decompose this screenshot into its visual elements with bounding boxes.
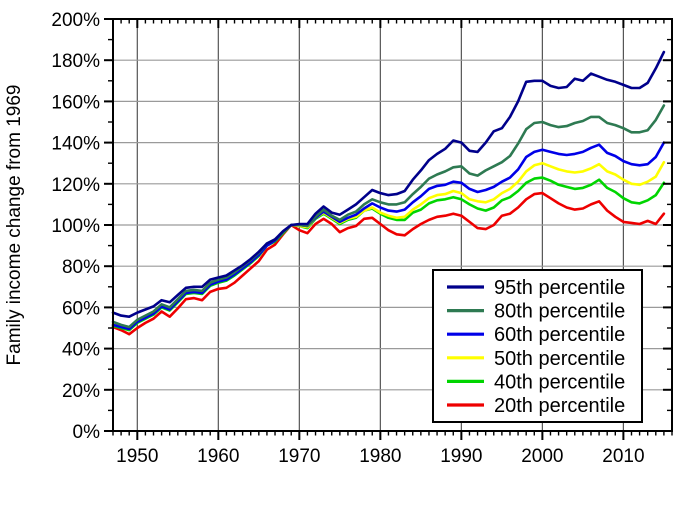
y-tick-label: 0% bbox=[73, 422, 101, 443]
y-axis-title: Family income change from 1969 bbox=[4, 85, 25, 366]
legend-label: 95th percentile bbox=[494, 277, 625, 299]
series-line-20th bbox=[111, 191, 666, 336]
series-line-60th bbox=[111, 141, 666, 331]
legend-label: 60th percentile bbox=[494, 324, 625, 346]
series-line-80th bbox=[111, 104, 666, 329]
x-tick-label: 1970 bbox=[278, 446, 320, 467]
series-line-95th bbox=[111, 50, 666, 319]
y-tick-label: 200% bbox=[51, 10, 100, 31]
legend-label: 50th percentile bbox=[494, 348, 625, 370]
x-tick-label: 1990 bbox=[440, 446, 482, 467]
x-tick-label: 1980 bbox=[359, 446, 401, 467]
y-tick-label: 80% bbox=[62, 257, 100, 278]
x-tick-label: 2000 bbox=[521, 446, 563, 467]
legend-box bbox=[432, 269, 643, 423]
x-tick-label: 2010 bbox=[602, 446, 644, 467]
y-tick-label: 120% bbox=[51, 175, 100, 196]
y-tick-label: 40% bbox=[62, 340, 100, 361]
y-tick-label: 140% bbox=[51, 134, 100, 155]
legend-label: 80th percentile bbox=[494, 301, 625, 323]
x-tick-label: 1960 bbox=[197, 446, 239, 467]
y-tick-label: 60% bbox=[62, 298, 100, 319]
x-tick-label: 1950 bbox=[116, 446, 158, 467]
y-tick-label: 180% bbox=[51, 51, 100, 72]
legend-label: 20th percentile bbox=[494, 395, 625, 417]
y-tick-label: 100% bbox=[51, 216, 100, 237]
y-tick-label: 20% bbox=[62, 381, 100, 402]
y-tick-label: 160% bbox=[51, 92, 100, 113]
legend-label: 40th percentile bbox=[494, 371, 625, 393]
